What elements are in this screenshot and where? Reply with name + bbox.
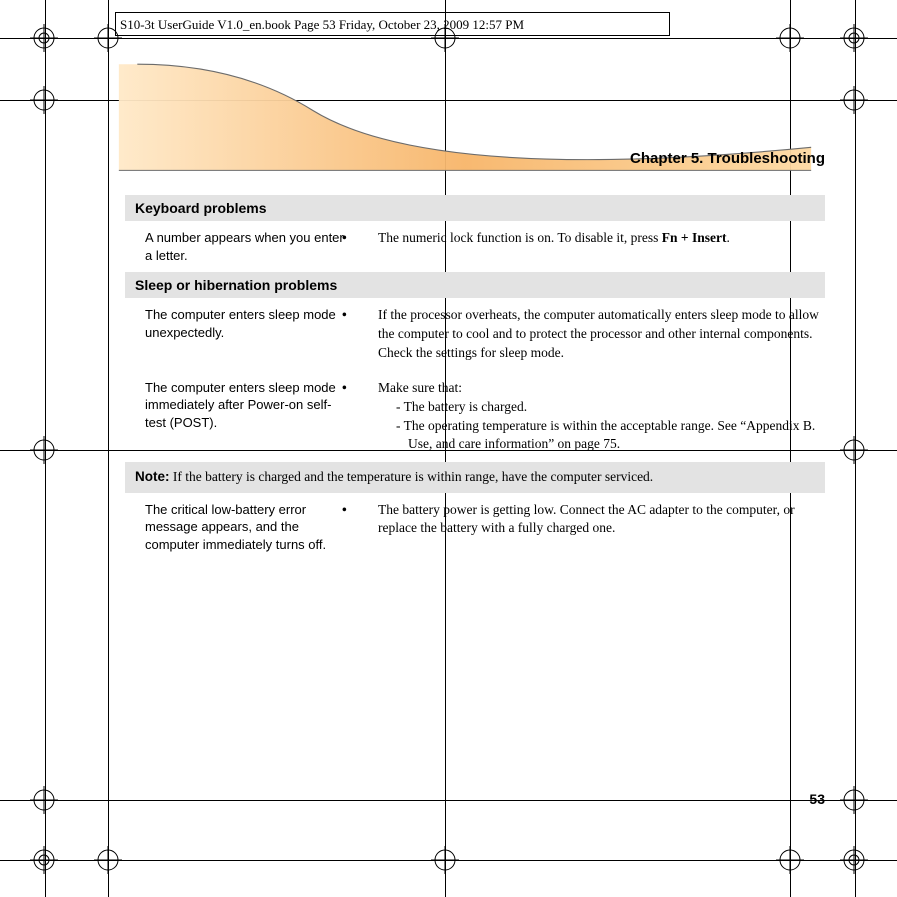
- solution-text: The numeric lock function is on. To disa…: [360, 229, 825, 264]
- registration-mark-icon: [30, 786, 58, 814]
- table-row: The computer enters sleep mode unexpecte…: [125, 298, 825, 371]
- registration-mark-icon: [840, 24, 868, 52]
- table-row: The critical low-battery error message a…: [125, 493, 825, 562]
- crop-line: [0, 800, 897, 801]
- registration-mark-icon: [30, 436, 58, 464]
- solution-text: The battery power is getting low. Connec…: [360, 501, 825, 554]
- note-box: Note: If the battery is charged and the …: [125, 462, 825, 492]
- registration-mark-icon: [431, 846, 459, 874]
- registration-mark-icon: [840, 86, 868, 114]
- registration-mark-icon: [840, 436, 868, 464]
- note-text: If the battery is charged and the temper…: [173, 469, 653, 484]
- registration-mark-icon: [94, 846, 122, 874]
- problem-text: The computer enters sleep mode immediate…: [145, 379, 345, 455]
- solution-text: Make sure that: - The battery is charged…: [360, 379, 825, 455]
- registration-mark-icon: [840, 786, 868, 814]
- solution-bullet: The numeric lock function is on. To disa…: [378, 229, 825, 248]
- crop-line: [0, 100, 897, 101]
- solution-text: If the processor overheats, the computer…: [360, 306, 825, 363]
- solution-bullet: If the processor overheats, the computer…: [378, 306, 825, 363]
- note-label: Note:: [135, 469, 170, 484]
- registration-mark-icon: [776, 24, 804, 52]
- document-header-text: S10-3t UserGuide V1.0_en.book Page 53 Fr…: [120, 17, 524, 33]
- solution-bullet: The battery power is getting low. Connec…: [378, 501, 825, 539]
- table-row: The computer enters sleep mode immediate…: [125, 371, 825, 463]
- page-number: 53: [809, 791, 825, 807]
- problem-text: The critical low-battery error message a…: [145, 501, 345, 554]
- registration-mark-icon: [30, 86, 58, 114]
- registration-mark-icon: [776, 846, 804, 874]
- registration-mark-icon: [30, 846, 58, 874]
- chapter-heading: Chapter 5. Troubleshooting: [0, 150, 825, 167]
- solution-bullet: Make sure that: - The battery is charged…: [378, 379, 825, 455]
- main-content: Keyboard problems A number appears when …: [125, 195, 825, 561]
- registration-mark-icon: [840, 846, 868, 874]
- problem-text: The computer enters sleep mode unexpecte…: [145, 306, 345, 363]
- crop-line: [108, 0, 109, 897]
- table-row: A number appears when you enter a letter…: [125, 221, 825, 272]
- registration-mark-icon: [30, 24, 58, 52]
- section-header-keyboard: Keyboard problems: [125, 195, 825, 221]
- solution-sub: - The battery is charged.: [396, 398, 825, 417]
- section-header-sleep: Sleep or hibernation problems: [125, 272, 825, 298]
- problem-text: A number appears when you enter a letter…: [145, 229, 345, 264]
- solution-sub: - The operating temperature is within th…: [396, 417, 825, 455]
